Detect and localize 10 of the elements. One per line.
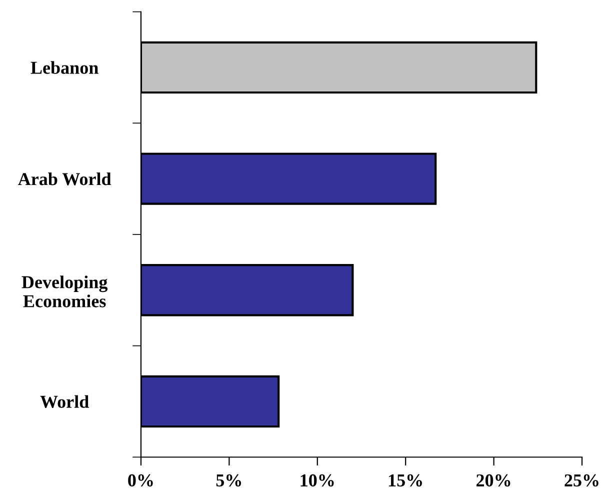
y-tick-label: Arab World <box>18 172 112 186</box>
x-tick-label: 10% <box>300 474 334 487</box>
x-tick-label: 5% <box>216 474 242 487</box>
x-tick-label: 25% <box>564 474 598 487</box>
y-tick-label: Developing Economies <box>22 276 108 308</box>
y-tick-label: Lebanon <box>30 61 98 74</box>
x-tick-label: 15% <box>388 474 422 487</box>
x-tick-label: 0% <box>128 474 153 487</box>
y-tick-label: World <box>40 395 89 408</box>
x-tick-label: 20% <box>476 474 510 487</box>
